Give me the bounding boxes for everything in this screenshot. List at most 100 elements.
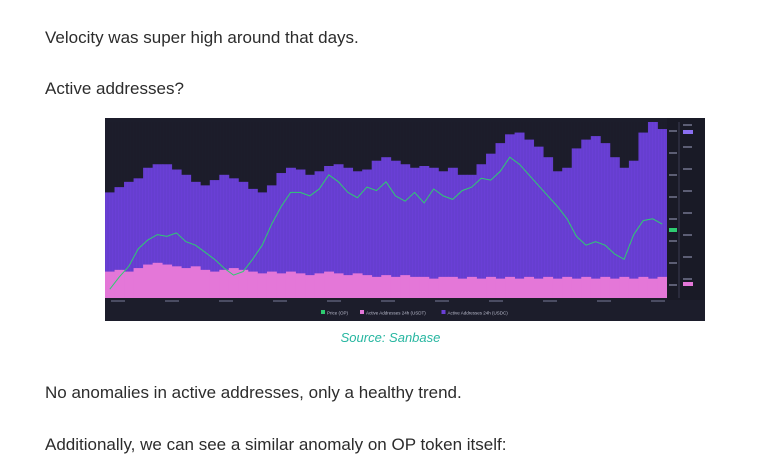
- usdt-bar: [447, 276, 458, 298]
- usdc-bar: [200, 185, 211, 298]
- paragraph-no-anomalies: No anomalies in active addresses, only a…: [45, 383, 462, 402]
- usdt-bar: [162, 264, 173, 298]
- usdc-bar: [409, 167, 420, 298]
- usdt-bar: [400, 275, 411, 298]
- usdc-bar: [609, 157, 620, 298]
- usdt-bar: [238, 269, 249, 298]
- chart-svg: Price (OP) Active Addresses 24h (USDT) Act…: [105, 118, 705, 316]
- usdc-bar: [628, 160, 639, 298]
- usdt-bar: [209, 271, 220, 298]
- usdt-bar: [105, 271, 115, 298]
- usdt-bar: [124, 271, 134, 298]
- x-axis-tick: [651, 300, 665, 302]
- usdc-bar: [533, 146, 544, 298]
- usdt-bar: [352, 273, 363, 298]
- price-line: [109, 156, 663, 290]
- usdc-bar: [266, 185, 277, 298]
- usdt-bar: [381, 275, 392, 298]
- axis-tick: [669, 240, 677, 242]
- right-axis-panel: [667, 118, 705, 300]
- usdc-bar: [228, 178, 239, 298]
- usdc-bar: [295, 169, 306, 298]
- usdc-bar: [524, 139, 535, 298]
- paragraph-velocity: Velocity was super high around that days…: [45, 28, 359, 47]
- usdt-bar: [581, 276, 592, 298]
- usdc-bar: [371, 160, 382, 298]
- usdt-bar: [333, 273, 344, 298]
- usdc-bar: [657, 129, 668, 298]
- price-axis-marker: [669, 228, 677, 232]
- usdt-bar: [266, 271, 277, 298]
- usdt-bar: [457, 278, 468, 298]
- usdc-bar: [181, 174, 192, 298]
- usdt-bar: [657, 276, 668, 298]
- usdt-bar: [495, 278, 506, 298]
- usdt-bar: [562, 276, 573, 298]
- usdc-bar: [285, 167, 296, 298]
- x-axis-tick: [435, 300, 449, 302]
- usdt-bar: [228, 268, 239, 298]
- usdc-bar: [562, 167, 573, 298]
- usdt-bar: [647, 278, 658, 298]
- chart-source-caption: Source: Sanbase: [340, 330, 441, 345]
- usdc-bar: [247, 188, 258, 298]
- usdt-bar: [514, 278, 525, 298]
- axis-tick: [669, 218, 677, 220]
- usdt-bar: [390, 276, 401, 298]
- usdc-bar: [552, 171, 563, 298]
- usdt-bar: [295, 273, 306, 298]
- legend-label: Price (OP): [327, 311, 349, 316]
- axis-tick: [669, 196, 677, 198]
- usdc-bar: [495, 143, 506, 298]
- usdt-bar: [171, 266, 182, 298]
- usdt-bar: [114, 269, 125, 298]
- usdt-bar: [505, 276, 515, 298]
- usdt-bar: [371, 276, 382, 298]
- usdt-bar: [190, 266, 201, 298]
- usdc-bar: [324, 166, 335, 298]
- usdc-bar: [343, 167, 354, 298]
- axis-tick: [669, 130, 677, 132]
- usdt-bar: [609, 278, 620, 298]
- usdt-bar: [276, 273, 287, 298]
- usdc-bar: [514, 132, 525, 298]
- usdt-bar: [590, 278, 601, 298]
- axis-tick: [683, 124, 692, 126]
- usdt-bar: [324, 271, 335, 298]
- usdc-bar: [362, 169, 373, 298]
- usdt-bar: [533, 278, 544, 298]
- axis-tick: [683, 168, 692, 170]
- usdt-bar: [247, 271, 258, 298]
- usdt-axis-marker: [683, 282, 693, 286]
- axis-tick: [683, 190, 692, 192]
- usdc-bar: [314, 171, 325, 298]
- axis-tick: [669, 152, 677, 154]
- usdt-bar: [600, 276, 611, 298]
- usdt-bar: [428, 278, 439, 298]
- legend-label: Active Addresses 24h (USDT): [366, 311, 426, 316]
- usdc-bar: [476, 164, 487, 298]
- sanbase-chart: Price (OP) Active Addresses 24h (USDT) Act…: [105, 118, 705, 321]
- x-axis-tick: [597, 300, 611, 302]
- usdc-bar: [486, 153, 496, 298]
- usdt-bar: [219, 269, 230, 298]
- usdt-bar: [409, 276, 420, 298]
- usdc-bar: [590, 136, 601, 298]
- usdt-bar: [571, 278, 582, 298]
- x-axis-tick: [111, 300, 125, 302]
- usdc-bar: [152, 164, 163, 298]
- axis-tick: [683, 256, 692, 258]
- usdt-bar: [343, 275, 354, 298]
- usdc-bar: [333, 164, 344, 298]
- x-axis-tick: [489, 300, 503, 302]
- paragraph-op-anomaly: Additionally, we can see a similar anoma…: [45, 435, 507, 454]
- usdc-bar: [143, 167, 154, 298]
- x-axis-tick: [165, 300, 179, 302]
- usdc-bar: [190, 181, 201, 298]
- usdc-bar: [124, 181, 134, 298]
- usdt-bar: [152, 262, 163, 298]
- usdc-bar: [114, 187, 125, 298]
- x-axis-tick: [273, 300, 287, 302]
- usdt-bar: [466, 276, 477, 298]
- legend-label: Active Addresses 24h (USDC): [448, 311, 509, 316]
